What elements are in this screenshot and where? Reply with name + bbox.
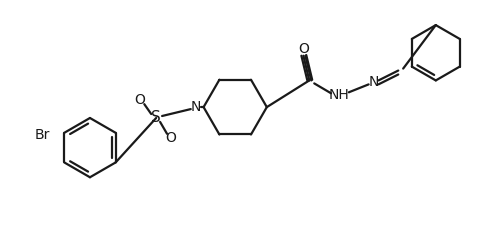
Text: O: O bbox=[298, 42, 309, 56]
Text: NH: NH bbox=[329, 88, 349, 102]
Text: N: N bbox=[368, 75, 379, 89]
Text: Br: Br bbox=[35, 128, 50, 142]
Text: O: O bbox=[165, 131, 176, 145]
Text: N: N bbox=[191, 100, 201, 114]
Text: O: O bbox=[134, 93, 145, 107]
Text: S: S bbox=[151, 110, 161, 126]
